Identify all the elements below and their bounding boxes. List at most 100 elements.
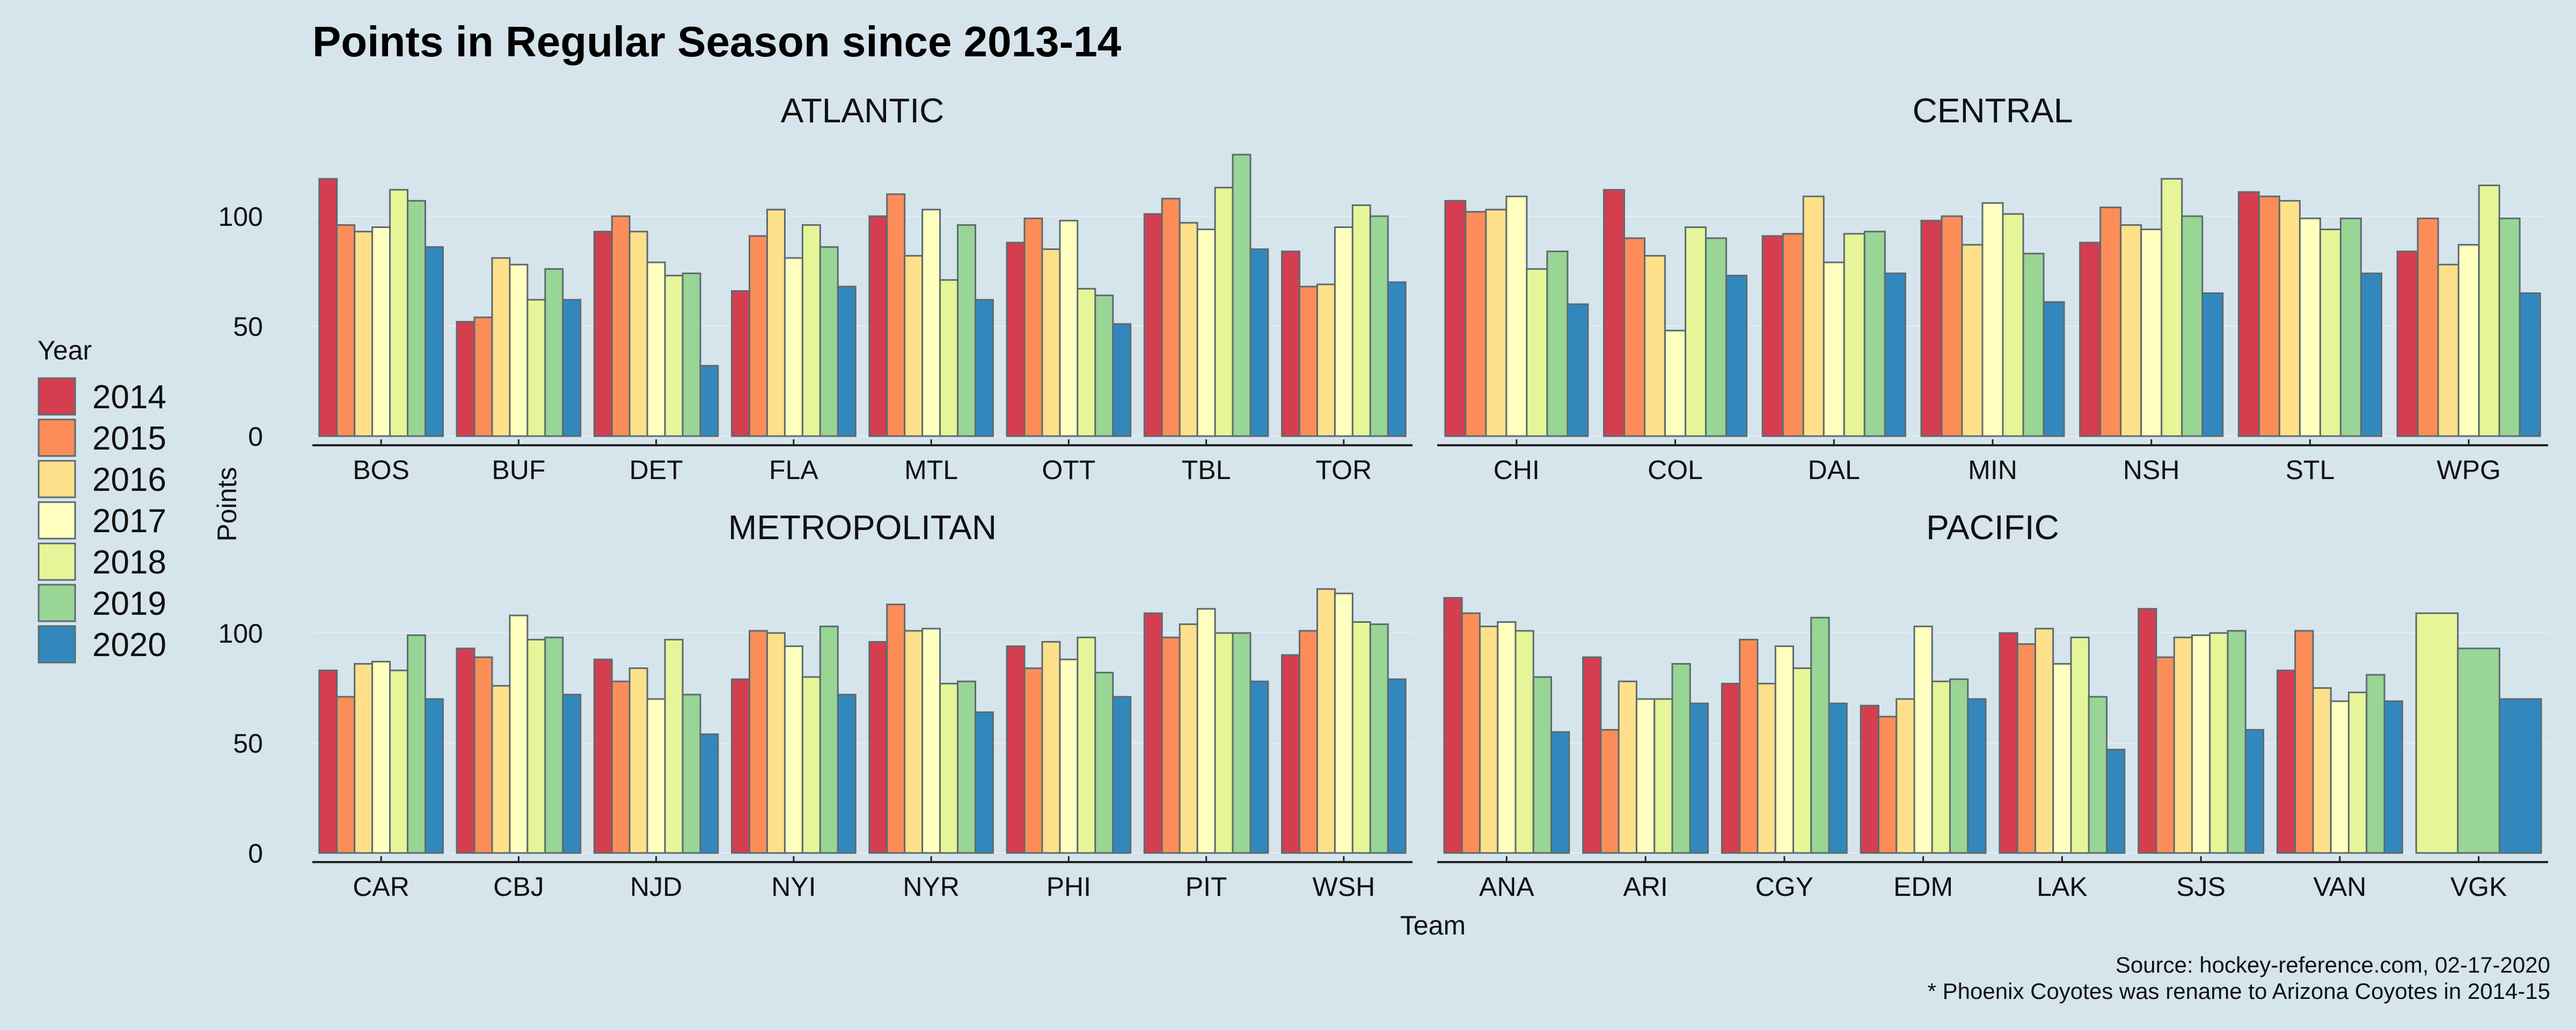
bar	[1967, 698, 1987, 854]
bar	[1094, 295, 1114, 437]
team-group-sjs	[2138, 608, 2265, 854]
bar	[766, 632, 786, 854]
bar	[2383, 700, 2403, 854]
bar	[2519, 292, 2541, 437]
bar	[1618, 680, 1637, 854]
bar	[904, 255, 924, 437]
bar	[389, 670, 409, 854]
bar	[544, 636, 564, 854]
x-tick-label: DAL	[1808, 455, 1860, 485]
bar	[2138, 608, 2157, 854]
y-tick-label: 0	[248, 838, 263, 869]
bar	[1465, 211, 1487, 437]
bar	[1635, 698, 1656, 854]
bar	[1196, 608, 1216, 854]
facet-title: PACIFIC	[1926, 508, 2059, 547]
x-tick-label: VGK	[2450, 872, 2507, 902]
team-group-dal	[1761, 195, 1906, 437]
team-group-tor	[1281, 204, 1407, 437]
bar	[1143, 612, 1163, 854]
bar	[1249, 248, 1269, 437]
bar	[2043, 301, 2065, 437]
bar	[1757, 682, 1776, 854]
bar	[1485, 209, 1507, 437]
bar	[456, 648, 475, 854]
team-group-car	[318, 634, 444, 854]
bar	[593, 658, 613, 854]
legend-swatch	[38, 542, 76, 581]
bar	[371, 226, 391, 437]
bar	[2339, 217, 2362, 437]
team-group-col	[1603, 189, 1748, 437]
bar	[1877, 716, 1898, 854]
legend-swatch	[38, 501, 76, 540]
bar	[819, 626, 839, 854]
team-group-lak	[1999, 628, 2126, 854]
bar	[2227, 630, 2246, 854]
bar	[939, 682, 959, 854]
bar	[318, 670, 338, 854]
bar	[1514, 630, 1534, 854]
bar	[2417, 217, 2439, 437]
bar	[2299, 217, 2321, 437]
bar	[473, 317, 493, 437]
x-tick-label: NYR	[903, 872, 960, 902]
bar	[2002, 213, 2024, 437]
bar	[1059, 658, 1079, 854]
bar	[646, 698, 666, 854]
team-group-cgy	[1721, 616, 1848, 854]
bar	[1810, 616, 1830, 854]
bar	[526, 299, 546, 437]
bar	[1931, 680, 1951, 854]
bar	[1041, 248, 1061, 437]
legend-label: 2016	[92, 461, 166, 498]
y-tick-label: 0	[248, 422, 263, 452]
bar	[1077, 636, 1096, 854]
legend: Year 2014 2015 2016 2017 2018 2019 2020	[38, 335, 166, 664]
x-axis-label: Team	[1400, 910, 1466, 940]
bar	[664, 638, 684, 854]
bar	[1653, 698, 1673, 854]
bar	[2191, 634, 2211, 854]
x-tick-label: WPG	[2436, 455, 2500, 485]
x-tick-label: CAR	[353, 872, 409, 902]
x-tick-label: ANA	[1479, 872, 1534, 902]
facet-metropolitan: METROPOLITAN 0 50 100 CAR CBJ NJD NYI NYR PHI PIT W…	[218, 508, 1413, 902]
bar	[957, 680, 976, 854]
bar	[1961, 244, 1984, 437]
legend-swatch	[38, 625, 76, 664]
team-group-njd	[593, 638, 719, 854]
team-group-ott	[1006, 217, 1132, 437]
x-tick-label: BUF	[492, 455, 545, 485]
bar	[1782, 233, 1804, 437]
bar	[2181, 215, 2204, 437]
x-tick-label: NJD	[630, 872, 682, 902]
bar	[1725, 275, 1748, 437]
bar	[2366, 674, 2385, 854]
legend-label: 2017	[92, 503, 166, 540]
bar	[2330, 700, 2350, 854]
bar	[2278, 200, 2301, 437]
bar	[1161, 636, 1181, 854]
bar	[593, 231, 613, 437]
team-group-chi	[1444, 195, 1589, 437]
bar	[1896, 698, 1915, 854]
bar	[1112, 696, 1132, 854]
x-tick-label: CGY	[1755, 872, 1813, 902]
legend-swatch	[38, 418, 76, 457]
bar	[1161, 197, 1181, 437]
y-tick-label: 100	[218, 202, 263, 232]
team-group-fla	[731, 209, 857, 437]
bar	[456, 321, 475, 437]
team-group-det	[593, 215, 719, 437]
x-tick-label: PHI	[1046, 872, 1091, 902]
team-group-mtl	[868, 193, 994, 437]
bar	[1369, 623, 1389, 854]
bar	[957, 224, 976, 437]
bar	[491, 257, 511, 437]
bar	[699, 733, 719, 854]
bar	[868, 215, 888, 437]
bar	[1644, 255, 1666, 437]
